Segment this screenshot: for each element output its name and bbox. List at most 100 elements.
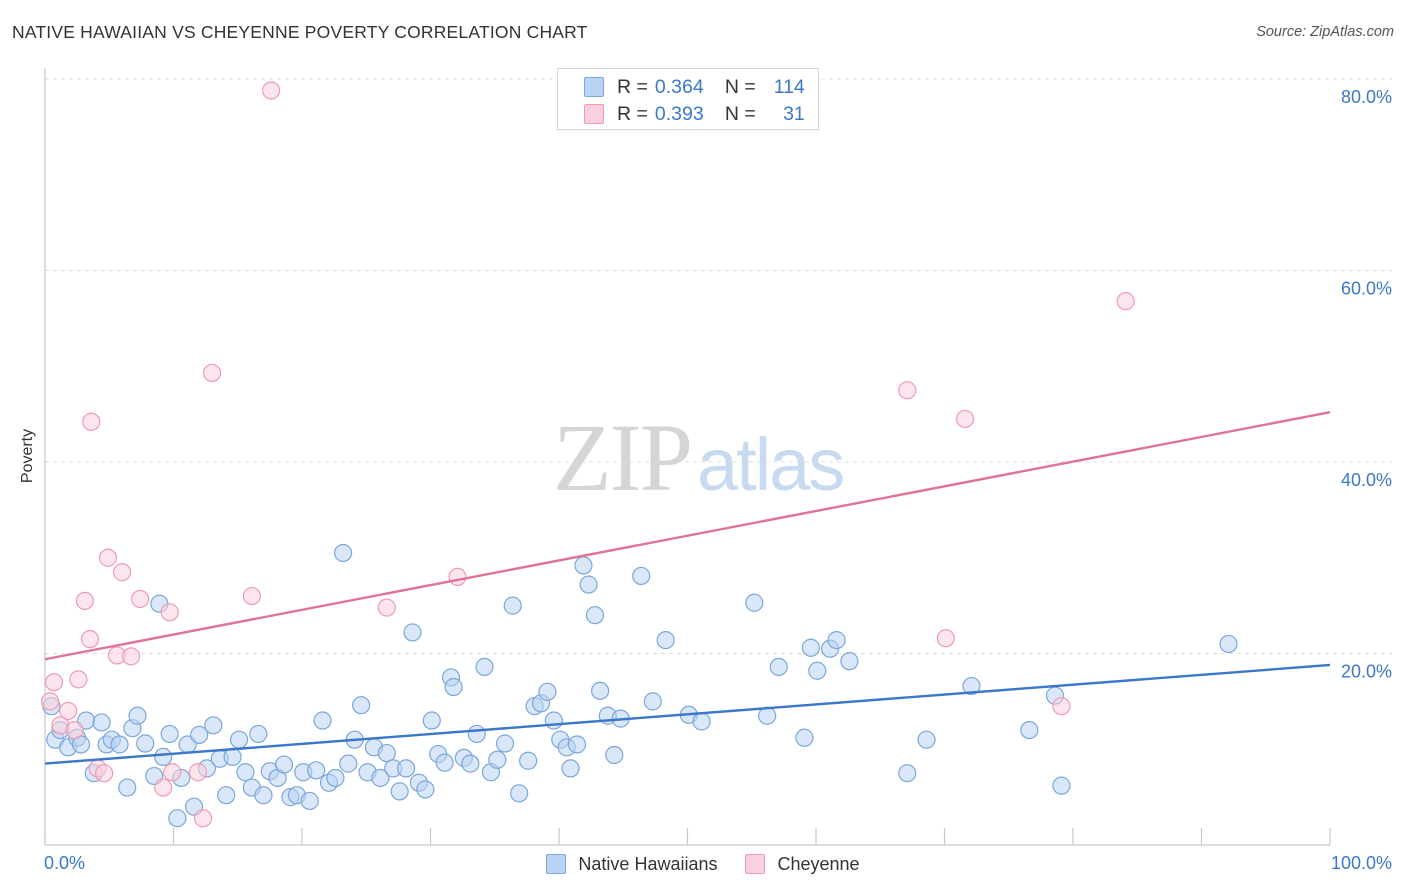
cheyenne-point [242,586,261,606]
native-hawaiians-point [1020,720,1039,740]
y-tick-label: 40.0% [1341,470,1392,490]
series-native-hawaiians [42,543,1238,828]
native-hawaiians-trend-line [44,663,1331,765]
native-hawaiians-point [396,759,416,778]
native-hawaiians-swatch [584,77,604,97]
cheyenne-point [448,567,467,587]
cheyenne-point [130,589,150,609]
native-hawaiians-point [643,692,662,711]
cheyenne-point [41,692,60,711]
cheyenne-point [160,603,179,622]
x-tick-label: 0.0% [44,853,85,873]
native-hawaiians-point [808,661,827,680]
native-hawaiians-point [154,747,173,767]
cheyenne-point [193,809,213,828]
r-label: R = [617,102,648,125]
cheyenne-point [59,701,78,721]
native-hawaiians-point [118,778,137,797]
native-hawaiians-point [692,712,711,731]
native-hawaiians-point [403,623,422,642]
cheyenne-point [898,381,917,400]
native-hawaiians-point [632,566,651,586]
native-hawaiians-point [444,677,463,697]
legend-label: Native Hawaiians [578,853,718,874]
r-label: R = [617,75,648,98]
r-value: 0.364 [654,75,704,98]
native-hawaiians-point [917,730,936,749]
native-hawaiians-point [656,630,675,650]
native-hawaiians-point [128,706,147,725]
y-tick-label: 80.0% [1341,87,1392,107]
chart-title: NATIVE HAWAIIAN VS CHEYENNE POVERTY CORR… [12,22,588,42]
cheyenne-point [936,629,955,648]
cheyenne-point [80,630,100,649]
native-hawaiians-point [795,728,814,747]
series-legend: Native Hawaiians Cheyenne [0,852,1406,876]
cheyenne-point [98,548,118,567]
cheyenne-point [1052,697,1071,716]
native-hawaiians-point [300,791,319,811]
n-label: N = [724,102,756,125]
native-hawaiians-point [92,713,111,732]
cheyenne-point [262,81,281,100]
n-value: 114 [773,75,805,98]
native-hawaiians-point [567,735,587,754]
cheyenne-point [82,412,101,431]
native-hawaiians-point [229,730,249,749]
native-hawaiians-point [1219,634,1238,654]
legend-item-native-hawaiians[interactable]: Native Hawaiians [546,854,717,875]
legend-item-cheyenne[interactable]: Cheyenne [745,854,860,875]
cheyenne-point [121,647,141,666]
n-value: 31 [783,102,805,125]
n-label: N = [724,75,756,98]
y-tick-label: 20.0% [1341,662,1392,682]
native-hawaiians-point [510,784,529,803]
y-tick-label: 60.0% [1341,279,1392,299]
native-hawaiians-point [377,743,396,763]
native-hawaiians-point [307,761,326,780]
native-hawaiians-point [585,606,605,625]
native-hawaiians-point [519,751,538,770]
y-axis-title: Poverty [19,428,36,484]
native-hawaiians-point [217,786,236,805]
native-hawaiians-point [390,782,409,801]
native-hawaiians-point [574,556,593,575]
r-value: 0.393 [654,102,704,125]
native-hawaiians-point [840,652,859,671]
native-hawaiians-point [160,724,179,744]
cheyenne-point [1116,292,1135,311]
native-hawaiians-point [769,657,788,677]
native-hawaiians-point [538,682,557,701]
native-hawaiians-point [962,676,981,696]
native-hawaiians-swatch [546,854,567,874]
cheyenne-point [65,720,84,740]
native-hawaiians-point [168,809,187,828]
x-tick-label: 100.0% [1331,853,1392,873]
cheyenne-point [163,763,182,782]
native-hawaiians-point [461,754,480,773]
native-hawaiians-point [495,734,515,753]
cheyenne-swatch [584,104,604,124]
native-hawaiians-point [326,768,345,788]
native-hawaiians-point [745,593,764,612]
native-hawaiians-point [274,755,294,774]
series-cheyenne [41,81,1135,828]
cheyenne-point [202,363,222,383]
cheyenne-point [112,563,132,582]
native-hawaiians-point [1052,776,1071,795]
native-hawaiians-point [190,725,209,744]
native-hawaiians-point [422,711,441,730]
native-hawaiians-point [591,681,610,700]
native-hawaiians-point [339,754,358,773]
native-hawaiians-point [249,724,268,744]
native-hawaiians-point [503,596,522,615]
cheyenne-point [377,598,396,617]
native-hawaiians-point [371,768,390,788]
cheyenne-trend-line [44,411,1331,661]
native-hawaiians-point [236,763,255,782]
native-hawaiians-point [898,764,917,783]
stats-row-native-hawaiians: R = 0.364 N = 114 [584,75,805,99]
native-hawaiians-point [352,696,371,715]
native-hawaiians-point [544,711,563,730]
native-hawaiians-point [204,716,223,735]
